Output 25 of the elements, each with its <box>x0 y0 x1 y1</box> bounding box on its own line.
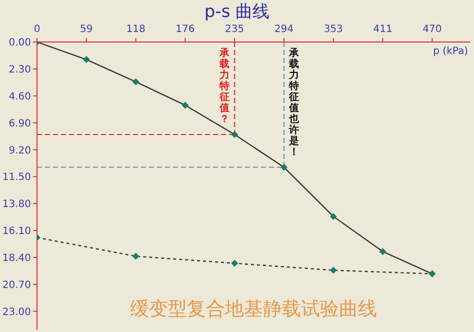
y-tick-label: 18.40 <box>2 252 31 264</box>
x-tick-label: 176 <box>176 24 195 35</box>
annotation: 缓变型复合地基静载试验曲线 <box>130 297 377 322</box>
y-tick-label: 20.70 <box>2 280 31 291</box>
x-tick-label: 411 <box>373 24 392 35</box>
x-tick-label: 470 <box>422 24 442 35</box>
y-tick-label: 4.60 <box>8 91 31 102</box>
x-tick-label: 235 <box>225 24 244 35</box>
chart-title: p-s 曲线 <box>203 1 271 23</box>
text: 承载力特征值也许是！ <box>288 48 299 158</box>
y-tick-label: 16.10 <box>2 226 31 238</box>
x-axis-title: p (kPa) <box>433 46 468 57</box>
y-tick-label: 9.20 <box>8 145 31 156</box>
y-tick-label: 6.90 <box>8 118 31 130</box>
y-tick-label: 0.00 <box>8 38 31 49</box>
ref-line-label: 承载力特征值？ <box>218 47 231 125</box>
y-tick-label: 13.80 <box>2 199 31 210</box>
x-tick-label: 0 <box>34 24 40 35</box>
x-tick-label: 118 <box>126 24 146 35</box>
y-tick-label: 11.50 <box>2 172 31 184</box>
x-tick-label: 353 <box>324 24 343 35</box>
y-tick-label: 23.00 <box>2 306 31 318</box>
y-tick-label: 2.30 <box>8 64 31 76</box>
x-tick-label: 294 <box>274 24 294 35</box>
x-tick-label: 59 <box>80 24 93 35</box>
